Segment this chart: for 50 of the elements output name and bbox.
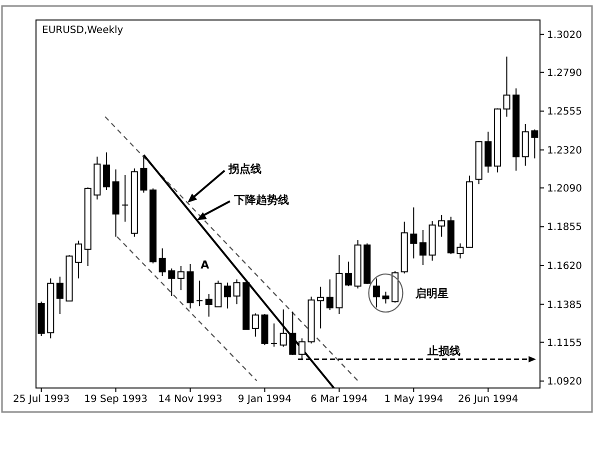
candlestick — [214, 280, 222, 308]
x-tick-label: 25 Jul 1993 — [13, 394, 70, 405]
candlestick — [158, 248, 166, 277]
y-tick-label: 1.1620 — [547, 261, 582, 272]
x-tick-label: 1 May 1994 — [384, 394, 444, 405]
annotation: 启明星 — [414, 287, 449, 300]
candlestick — [122, 174, 129, 222]
candlestick — [102, 152, 110, 191]
candlestick — [289, 311, 296, 356]
x-tick-label: 6 Mar 1994 — [310, 394, 368, 405]
y-tick-label: 1.3020 — [547, 30, 582, 41]
candlestick — [224, 282, 231, 309]
candlestick — [372, 278, 380, 308]
candlestick — [345, 261, 352, 287]
candlestick — [456, 242, 464, 259]
y-tick-label: 1.2555 — [547, 106, 582, 118]
candlestick — [205, 294, 212, 318]
candlestick — [75, 240, 82, 279]
candlestick — [382, 291, 390, 304]
candlestick — [252, 312, 259, 338]
candlestick — [298, 338, 306, 361]
y-tick-label: 1.1155 — [547, 338, 582, 349]
text: EURUSD,Weekly — [42, 25, 124, 36]
candlestick — [317, 286, 324, 329]
candlestick — [270, 322, 278, 348]
candlestick — [177, 265, 184, 291]
candlestick — [326, 278, 334, 311]
candlestick — [410, 206, 418, 259]
candlestick — [438, 214, 446, 238]
y-tick-label: 1.2790 — [547, 68, 582, 79]
candlestick — [168, 268, 176, 297]
y-tick-label: 1.1385 — [547, 300, 582, 311]
annotation: 下降趋势线 — [232, 193, 289, 206]
x-tick-label: 26 Jun 1994 — [458, 394, 518, 405]
annotation: A — [200, 258, 210, 272]
y-tick-label: 1.0920 — [547, 376, 582, 388]
candlestick — [503, 56, 510, 118]
y-tick-label: 1.2320 — [547, 145, 582, 156]
x-tick-label: 19 Sep 1993 — [84, 394, 148, 405]
candlestick — [196, 280, 204, 307]
annotation: 拐点线 — [228, 162, 262, 176]
x-tick-label: 9 Jan 1994 — [238, 394, 292, 405]
candlestick — [56, 276, 64, 315]
y-tick-label: 1.2090 — [547, 183, 582, 194]
annotation: 止损线 — [426, 344, 461, 358]
candlestick — [233, 278, 240, 305]
candlestick — [280, 308, 287, 348]
y-tick-label: 1.1855 — [547, 222, 582, 234]
x-tick-label: 14 Nov 1993 — [158, 394, 222, 405]
candlestick — [419, 230, 426, 266]
